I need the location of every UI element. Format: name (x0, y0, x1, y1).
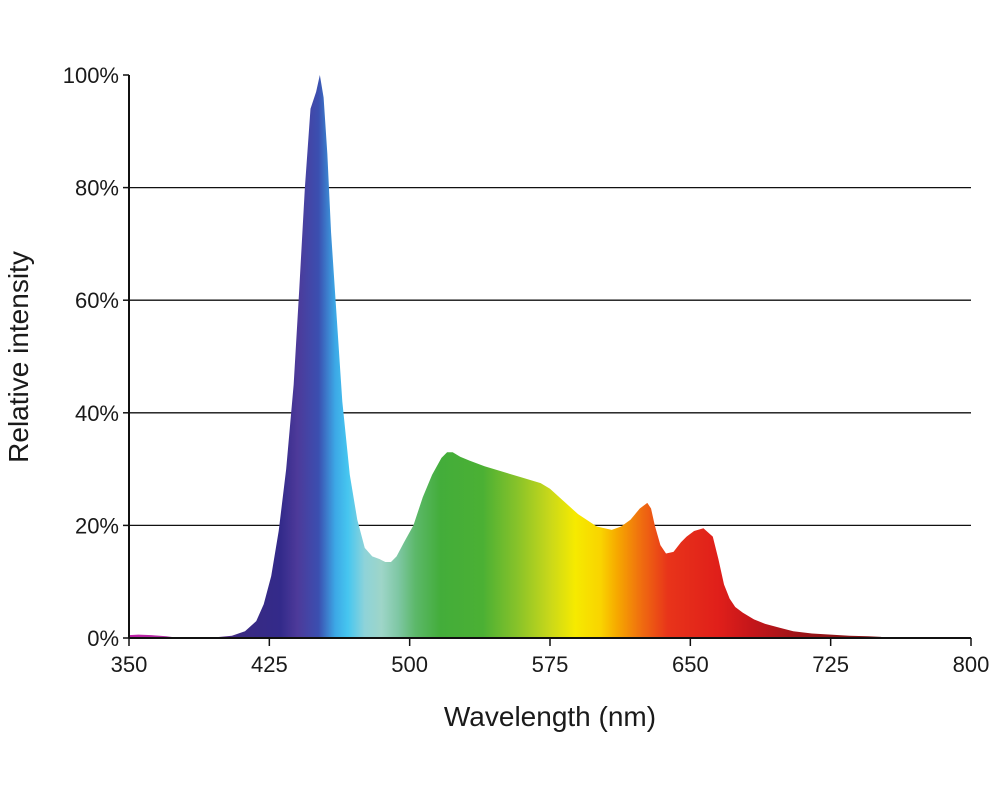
x-tick-label-350: 350 (111, 652, 148, 677)
x-tick-label-650: 650 (672, 652, 709, 677)
y-axis-ticks: 0% 20% 40% 60% 80% 100% (63, 63, 129, 651)
x-tick-label-575: 575 (532, 652, 569, 677)
y-tick-label-40: 40% (75, 401, 119, 426)
gridlines (129, 186, 971, 527)
y-tick-label-100: 100% (63, 63, 119, 88)
y-tick-label-60: 60% (75, 288, 119, 313)
x-tick-label-725: 725 (812, 652, 849, 677)
x-axis-ticks: 350 425 500 575 650 725 800 (111, 638, 990, 677)
x-tick-label-500: 500 (391, 652, 428, 677)
y-axis-title: Relative intensity (3, 251, 34, 463)
x-tick-label-800: 800 (953, 652, 990, 677)
y-tick-label-20: 20% (75, 513, 119, 538)
y-tick-label-80: 80% (75, 176, 119, 201)
spectrum-area (129, 75, 882, 638)
x-tick-label-425: 425 (251, 652, 288, 677)
y-tick-label-0: 0% (87, 626, 119, 651)
x-axis-title: Wavelength (nm) (444, 701, 656, 732)
